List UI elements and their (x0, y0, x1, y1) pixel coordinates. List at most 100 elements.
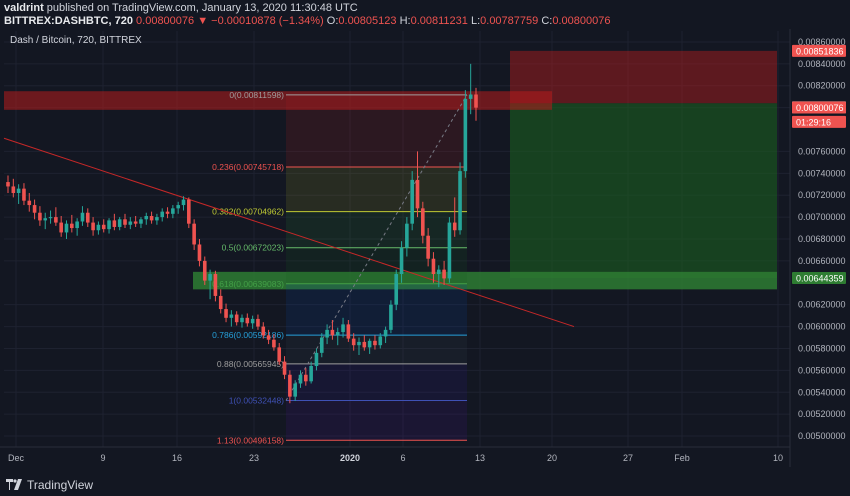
candle-body (75, 221, 79, 229)
footer-bar: TradingView (0, 476, 850, 496)
y-tick-label: 0.00760000 (798, 146, 846, 156)
y-tick-label: 0.00820000 (798, 81, 846, 91)
x-tick-label: 2020 (340, 453, 360, 463)
candle-body (64, 223, 69, 233)
candle-body (43, 218, 48, 221)
candle-body (38, 212, 42, 221)
close-label: C: (541, 15, 553, 27)
candle-body (213, 274, 218, 296)
candle-body (288, 374, 292, 397)
candle-body (27, 200, 32, 206)
x-tick-label: 27 (623, 453, 633, 463)
candle-body (117, 219, 122, 227)
candle-body (160, 211, 165, 218)
fib-band (286, 247, 467, 284)
x-tick-label: 9 (100, 453, 105, 463)
candle-body (304, 374, 308, 382)
price-label-text: 01:29:16 (796, 117, 831, 127)
candle-body (48, 217, 53, 219)
price-change: ▼ −0.00010878 (−1.34%) (197, 15, 324, 27)
descending-trendline (3, 137, 575, 328)
y-tick-label: 0.00560000 (798, 365, 846, 375)
y-tick-label: 0.00860000 (798, 37, 846, 47)
candle-body (6, 182, 10, 187)
y-tick-label: 0.00540000 (798, 387, 846, 397)
fib-band (286, 211, 467, 248)
candle-body (394, 274, 399, 305)
open-value: 0.00805123 (338, 15, 397, 27)
y-tick-label: 0.00500000 (798, 431, 846, 441)
close-value: 0.00800076 (552, 15, 611, 27)
price-label-box (792, 44, 846, 57)
candle-body (229, 314, 234, 318)
candle-body (357, 341, 361, 346)
x-tick-label: Feb (674, 453, 690, 463)
candle-body (256, 318, 260, 327)
candle-body (373, 340, 377, 346)
y-tick-label: 0.00740000 (798, 168, 846, 178)
candle-body (431, 258, 436, 275)
candle-body (149, 216, 154, 221)
chart-area[interactable]: 0(0.00811598) 0.236(0.00745718) 0.382(0.00… (0, 29, 850, 467)
high-label: H: (399, 15, 411, 27)
candle-body (22, 188, 26, 201)
y-tick-label: 0.00660000 (798, 256, 846, 266)
candle-body (389, 304, 393, 330)
candle-body (139, 219, 143, 224)
y-tick-label: 0.00600000 (798, 322, 846, 332)
candle-body (11, 186, 16, 194)
candle-body (378, 336, 383, 346)
candle-body (32, 205, 37, 213)
fib-band (286, 94, 467, 168)
tradingview-logo[interactable]: TradingView (6, 478, 93, 492)
fib-band (286, 363, 467, 401)
x-tick-label: 20 (547, 453, 557, 463)
fib-band (286, 400, 467, 441)
candle-body (197, 244, 202, 261)
candle-body (426, 235, 430, 259)
price-label-box (792, 101, 846, 114)
candle-body (224, 309, 228, 318)
candle-body (91, 222, 95, 231)
candle-body (85, 212, 90, 223)
candle-body (410, 179, 414, 224)
price-label-box (792, 272, 846, 285)
candle-body (171, 208, 175, 214)
candle-body (346, 324, 351, 339)
candle-body (245, 317, 250, 324)
candle-body (362, 341, 367, 348)
candle-body (240, 317, 244, 323)
x-tick-label: 16 (172, 453, 182, 463)
price-chart[interactable]: 0(0.00811598) 0.236(0.00745718) 0.382(0.00… (0, 29, 850, 467)
chart-title: Dash / Bitcoin, 720, BITTREX (10, 35, 142, 46)
candle-body (192, 223, 196, 245)
fib-band (286, 335, 467, 364)
fib-diagonal-line (285, 94, 468, 401)
x-tick-label: 10 (773, 453, 783, 463)
y-tick-label: 0.00520000 (798, 409, 846, 419)
x-tick-label: 23 (249, 453, 259, 463)
candle-body (70, 223, 74, 229)
candle-body (325, 329, 329, 338)
publish-header: valdrint published on TradingView.com, J… (0, 0, 850, 28)
price-label-text: 0.00851836 (796, 46, 844, 56)
candle-body (133, 221, 138, 224)
candle-body (405, 223, 409, 248)
candle-body (107, 220, 111, 230)
candle-body (351, 338, 356, 346)
fib-level-label: 1.13(0.00496158) (217, 435, 284, 445)
candle-body (421, 208, 425, 236)
y-tick-label: 0.00620000 (798, 300, 846, 310)
fib-level-label: 0.236(0.00745718) (212, 162, 284, 172)
candle-body (442, 269, 446, 279)
candle-body (335, 332, 340, 336)
target-zone-red (510, 50, 777, 104)
candle-body (399, 247, 404, 275)
author-name[interactable]: valdrint (4, 2, 44, 14)
candle-body (314, 352, 319, 366)
y-tick-label: 0.00700000 (798, 212, 846, 222)
resistance-zone-red (4, 91, 552, 110)
fib-band (286, 283, 467, 336)
y-tick-label: 0.00680000 (798, 234, 846, 244)
published-text: published on TradingView.com, January 13… (46, 2, 358, 14)
